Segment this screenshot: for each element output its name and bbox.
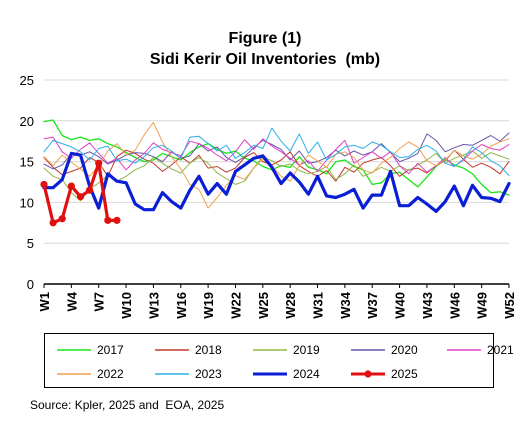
data-point-2025: [104, 216, 112, 224]
legend-swatch: [351, 370, 385, 378]
series-line-2021: [43, 136, 510, 175]
data-point-2025: [49, 219, 57, 227]
legend: 2017 2018 2019 2020 2021 2022 2023 2024 2025: [44, 333, 514, 388]
legend-item-2017: 2017: [57, 342, 124, 358]
legend-item-2020: 2020: [351, 342, 418, 358]
legend-item-2018: 2018: [155, 342, 222, 358]
legend-label: 2019: [293, 343, 320, 357]
series-line-2024: [42, 151, 511, 213]
data-point-2025: [113, 216, 121, 224]
legend-swatch: [253, 372, 287, 376]
data-point-2025: [85, 186, 94, 194]
legend-item-2025: 2025: [351, 366, 418, 382]
legend-item-2019: 2019: [253, 342, 320, 358]
x-tick-label: W37: [365, 292, 380, 319]
x-tick-label: W28: [283, 292, 298, 319]
legend-item-2024: 2024: [253, 366, 320, 382]
series-line-2017: [43, 119, 510, 196]
chart-subtitle: Sidi Kerir Oil Inventories (mb): [149, 51, 381, 68]
source-note: Source: Kpler, 2025 and EOA, 2025: [30, 398, 225, 412]
chart-title: Figure (1): [228, 30, 302, 47]
legend-label: 2023: [195, 367, 222, 381]
x-tick-label: W16: [174, 292, 189, 319]
legend-swatch: [57, 349, 91, 351]
series-line-2023: [43, 127, 510, 176]
legend-item-2023: 2023: [155, 366, 222, 382]
legend-swatch: [447, 349, 481, 351]
x-tick-label: W31: [311, 292, 326, 319]
y-tick-label: 0: [27, 277, 34, 292]
x-tick-label: W25: [256, 292, 271, 319]
legend-swatch: [155, 373, 189, 375]
y-tick-label: 5: [27, 236, 34, 251]
x-tick-label: W43: [420, 292, 435, 319]
y-tick-label: 15: [20, 155, 34, 170]
x-tick-label: W22: [228, 292, 243, 319]
x-tick-label: W1: [37, 292, 52, 312]
legend-label: 2025: [391, 367, 418, 381]
legend-swatch: [155, 349, 189, 351]
legend-swatch: [351, 349, 385, 351]
x-tick-label: W13: [146, 292, 161, 319]
series-line-2020: [43, 132, 510, 170]
y-tick-label: 25: [20, 73, 34, 88]
legend-label: 2017: [97, 343, 124, 357]
data-point-2025: [95, 159, 103, 167]
x-tick-label: W52: [502, 292, 517, 319]
x-tick-label: W4: [64, 291, 79, 311]
y-tick-label: 10: [20, 195, 34, 210]
x-tick-label: W19: [201, 292, 216, 319]
x-tick-label: W40: [393, 292, 408, 319]
legend-item-2022: 2022: [57, 366, 124, 382]
legend-swatch: [253, 349, 287, 351]
x-tick-label: W49: [475, 292, 490, 319]
line-chart: 0 5 10 15 20 25 W1 W4 W7 W10 W13 W16 W19 W22 W25 W28 W31…: [20, 73, 517, 319]
series-line-2025: [42, 161, 119, 225]
series-line-2019: [43, 150, 510, 202]
legend-label: 2024: [293, 367, 320, 381]
legend-label: 2018: [195, 343, 222, 357]
legend-label: 2020: [391, 343, 418, 357]
data-point-2025: [76, 193, 85, 201]
y-tick-label: 20: [20, 114, 34, 129]
x-tick-label: W46: [447, 292, 462, 319]
legend-label: 2021: [487, 343, 514, 357]
legend-swatch: [57, 373, 91, 375]
legend-item-2021: 2021: [447, 342, 514, 358]
x-tick-label: W7: [92, 292, 107, 312]
data-point-2025: [40, 180, 48, 189]
data-point-2025: [67, 182, 75, 190]
x-tick-label: W10: [119, 292, 134, 319]
legend-label: 2022: [97, 367, 124, 381]
series-line-2022: [43, 121, 510, 209]
x-tick-label: W34: [338, 291, 353, 319]
data-point-2025: [58, 215, 66, 223]
